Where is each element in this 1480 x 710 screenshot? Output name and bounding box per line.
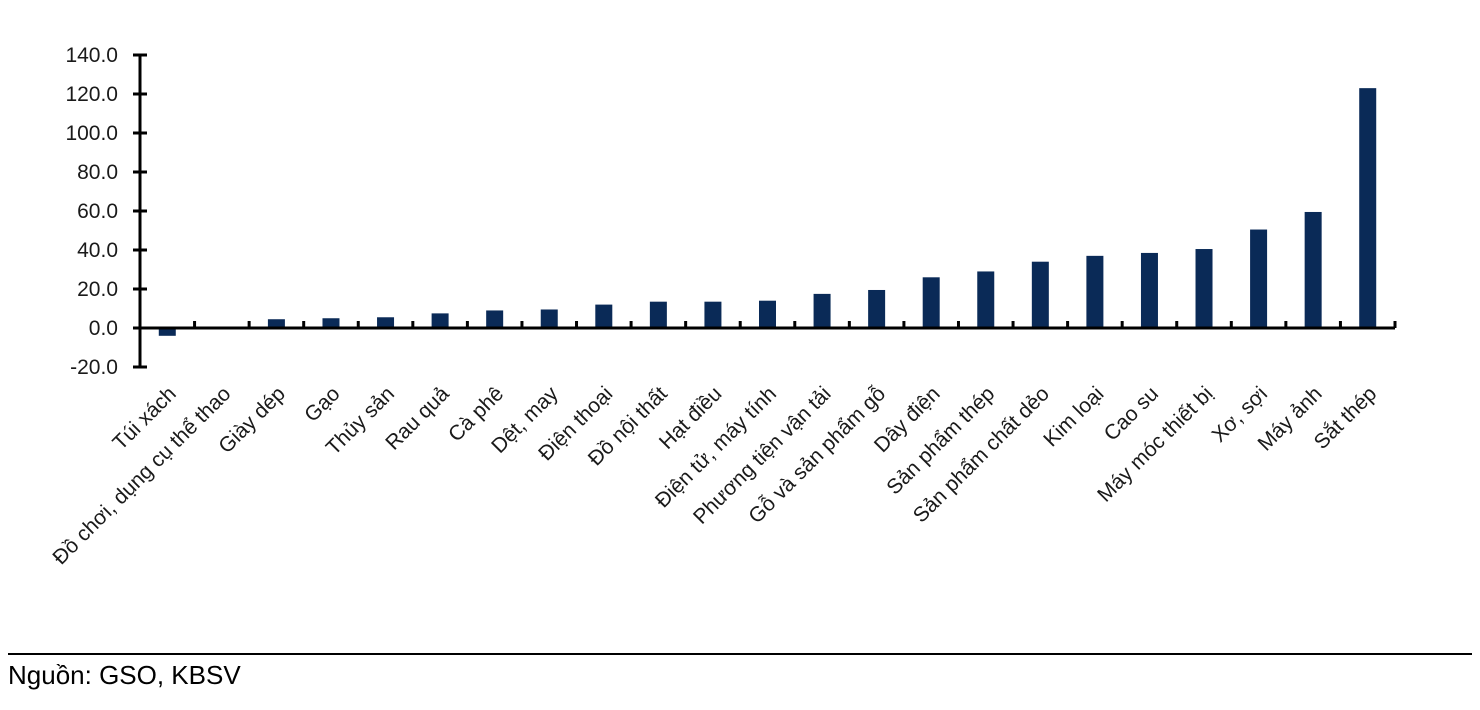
bar-9 (595, 304, 613, 328)
bar-6 (431, 313, 449, 329)
y-tick-label-1: 140.0 (65, 44, 118, 67)
bar-14 (868, 289, 886, 328)
bar-4 (322, 318, 340, 328)
y-tick-label-2: 120.0 (65, 83, 118, 106)
bar-chart: 140.0120.0100.080.060.040.020.00.0-20.0T… (48, 44, 1397, 569)
bar-20 (1195, 249, 1213, 328)
y-tick-label-4: 80.0 (77, 161, 118, 184)
bar-10 (649, 301, 667, 328)
source-note: Nguồn: GSO, KBSV (8, 660, 241, 690)
y-tick-label-9: -20.0 (70, 356, 118, 379)
x-category-label-4: Gạo (300, 382, 344, 426)
bar-17 (1031, 261, 1049, 328)
y-tick-label-8: 0.0 (89, 317, 118, 340)
y-tick-label-3: 100.0 (65, 122, 118, 145)
y-tick-label-7: 20.0 (77, 278, 118, 301)
bar-19 (1140, 252, 1158, 328)
bar-11 (704, 301, 722, 328)
bar-22 (1304, 211, 1322, 328)
bar-18 (1086, 255, 1104, 328)
x-category-label-18: Kim loại (1039, 382, 1108, 451)
y-tick-label-5: 60.0 (77, 200, 118, 223)
axes (133, 53, 1397, 369)
bar-12 (759, 300, 776, 328)
bar-16 (977, 271, 995, 328)
bar-1 (158, 328, 176, 336)
bar-23 (1359, 88, 1377, 329)
bar-13 (813, 293, 831, 329)
bar-5 (377, 317, 395, 328)
bar-15 (922, 277, 940, 328)
bar-8 (540, 309, 558, 328)
y-tick-label-6: 40.0 (77, 239, 118, 262)
bars (158, 88, 1377, 336)
bar-3 (267, 319, 285, 328)
bar-21 (1250, 229, 1268, 328)
bar-7 (486, 310, 504, 328)
source-divider (8, 653, 1472, 655)
